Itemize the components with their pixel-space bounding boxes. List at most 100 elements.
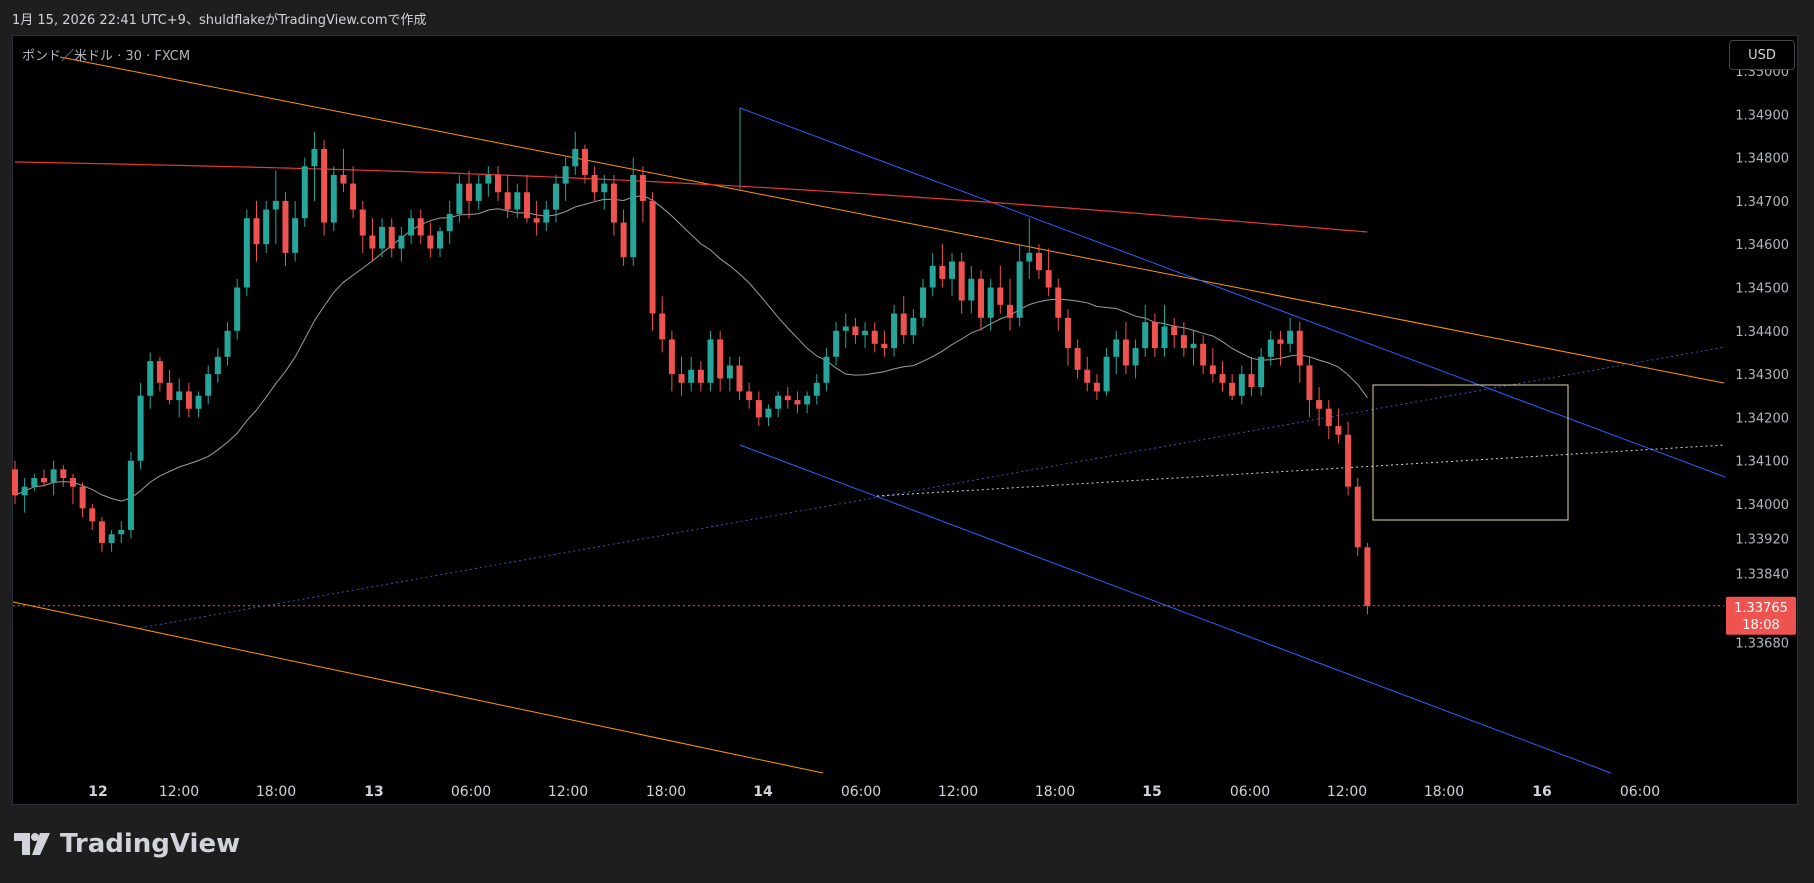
- dotted-trendline-blue: [139, 346, 1726, 629]
- last-price-badge: [1726, 596, 1796, 635]
- chart-panel[interactable]: [12, 35, 1798, 805]
- time-tick-label: 13: [364, 784, 383, 800]
- price-tick-label: 1.33680: [1735, 637, 1789, 652]
- candle-body: [620, 222, 627, 258]
- candle-50: [495, 166, 501, 201]
- price-tick-label: 1.34800: [1735, 152, 1789, 167]
- time-tick-label: 18:00: [646, 784, 686, 800]
- candle-body: [185, 391, 192, 409]
- candle-1: [21, 478, 28, 513]
- candle-95: [929, 252, 936, 297]
- candle-body: [668, 339, 675, 375]
- candle-body: [1345, 434, 1352, 487]
- candle-16: [166, 369, 173, 405]
- candle-105: [1026, 218, 1033, 279]
- candle-body: [601, 183, 608, 193]
- candle-118: [1151, 313, 1158, 357]
- candle-47: [466, 170, 473, 219]
- candle-14: [147, 352, 154, 409]
- candle-119: [1161, 304, 1168, 357]
- candle-114: [1113, 330, 1120, 375]
- candle-body: [823, 356, 830, 383]
- candle-body: [726, 365, 733, 379]
- candle-body: [1364, 547, 1371, 606]
- candle-10: [108, 529, 115, 552]
- candle-34: [340, 148, 347, 193]
- candle-body: [755, 400, 762, 418]
- candle-64: [630, 157, 637, 266]
- candle-5: [60, 465, 67, 487]
- candle-body: [166, 382, 173, 401]
- candle-body: [920, 287, 927, 318]
- candle-body: [466, 183, 473, 201]
- candle-135: [1316, 387, 1323, 427]
- candle-body: [1113, 339, 1120, 357]
- candle-0: [12, 460, 18, 504]
- time-tick-label: 12:00: [1327, 784, 1367, 800]
- candle-body: [301, 166, 308, 219]
- candle-8: [89, 504, 96, 530]
- candle-body: [437, 231, 444, 249]
- candle-body: [968, 278, 975, 301]
- footer-brand: TradingView: [14, 829, 240, 859]
- candle-body: [949, 261, 956, 279]
- candle-112: [1093, 374, 1100, 401]
- candle-body: [379, 226, 386, 249]
- candle-127: [1238, 365, 1245, 405]
- candle-101: [987, 278, 994, 331]
- candle-body: [997, 287, 1004, 305]
- candle-19: [195, 391, 202, 418]
- candle-body: [929, 265, 936, 288]
- candle-body: [1306, 365, 1313, 401]
- candle-110: [1074, 339, 1081, 379]
- candle-39: [388, 218, 395, 258]
- candle-82: [804, 391, 811, 414]
- candle-108: [1055, 278, 1062, 331]
- time-tick-label: 18:00: [1424, 784, 1464, 800]
- candle-body: [987, 287, 994, 318]
- candle-body: [1016, 261, 1023, 318]
- candle-body: [717, 339, 724, 379]
- time-tick-label: 06:00: [1230, 784, 1270, 800]
- time-tick-label: 12:00: [548, 784, 588, 800]
- candle-body: [1132, 348, 1139, 366]
- currency-button[interactable]: USD: [1729, 40, 1795, 70]
- candle-body: [572, 148, 579, 167]
- candle-123: [1200, 335, 1207, 375]
- candle-body: [678, 374, 685, 383]
- candle-body: [127, 460, 134, 530]
- candle-9: [98, 516, 105, 552]
- candle-21: [214, 348, 221, 383]
- last-price-label: 1.33765: [1734, 601, 1788, 616]
- candle-12: [127, 452, 134, 539]
- candle-37: [369, 218, 376, 262]
- candle-27: [272, 170, 279, 245]
- candle-body: [939, 265, 946, 279]
- candle-body: [562, 166, 569, 184]
- candle-body: [833, 330, 840, 357]
- candle-body: [523, 192, 530, 219]
- candle-115: [1122, 322, 1129, 375]
- candle-body: [98, 521, 105, 543]
- candle-57: [562, 157, 569, 201]
- candle-body: [1277, 339, 1284, 344]
- candle-68: [668, 330, 675, 392]
- candle-31: [311, 131, 318, 201]
- candle-body: [978, 278, 984, 318]
- candle-body: [765, 408, 772, 418]
- candle-body: [417, 218, 424, 236]
- candle-130: [1267, 330, 1274, 366]
- candle-body: [137, 395, 144, 461]
- candle-3: [40, 469, 47, 487]
- candle-body: [69, 478, 76, 487]
- highlight-box: [1372, 384, 1569, 521]
- candle-89: [871, 322, 878, 353]
- candle-body: [330, 174, 337, 223]
- candle-54: [533, 200, 540, 236]
- candle-133: [1296, 322, 1303, 383]
- candle-98: [958, 252, 965, 314]
- candle-body: [1219, 374, 1226, 383]
- time-tick-label: 15: [1142, 784, 1161, 800]
- candle-93: [910, 309, 917, 344]
